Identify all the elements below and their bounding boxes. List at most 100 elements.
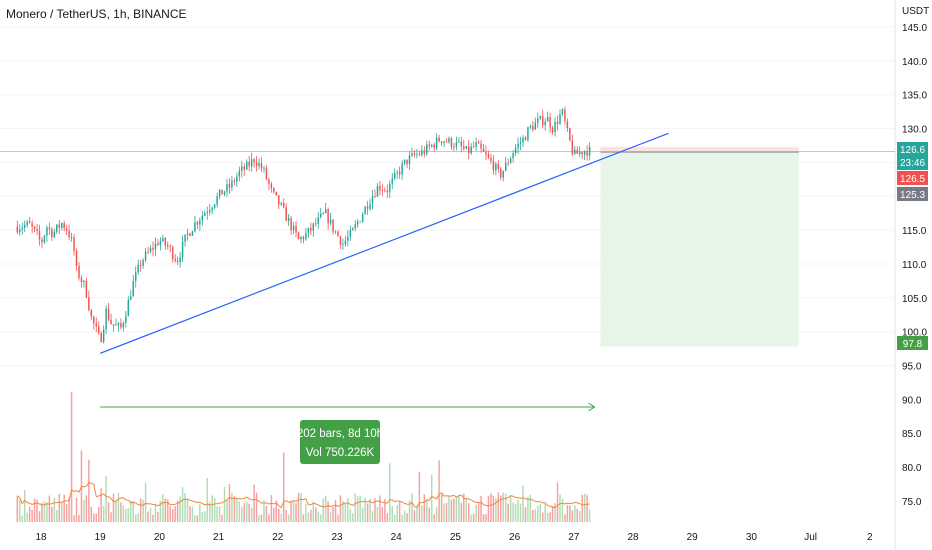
candle-body (352, 228, 354, 231)
candle-body (100, 332, 102, 343)
last-price-text: 126.6 (900, 145, 925, 156)
candle-body (127, 299, 130, 317)
volume-bar (381, 507, 384, 522)
candle-body (268, 179, 270, 185)
x-tick-label: 27 (568, 532, 580, 543)
candle-body (482, 148, 485, 152)
last-price-badge: 126.6 23:46 (897, 142, 928, 170)
x-tick-label: 21 (213, 532, 225, 543)
volume-bar (374, 498, 376, 522)
candle-body (315, 223, 317, 225)
volume-bar (139, 498, 142, 522)
volume-bar (233, 496, 236, 522)
volume-bar (152, 514, 154, 522)
volume-bar (467, 503, 470, 522)
volume-bar (88, 459, 90, 522)
volume-bar (477, 502, 480, 522)
volume-bar (310, 509, 312, 522)
volume-bar (63, 494, 65, 522)
candle-body (122, 322, 125, 328)
volume-bar (31, 509, 33, 522)
volume-bar (371, 511, 374, 522)
candle-body (83, 280, 85, 282)
candle-body (529, 125, 532, 128)
volume-bar (38, 511, 41, 522)
candle-body (270, 184, 273, 189)
trend-line[interactable] (99, 132, 669, 354)
x-tick-label: Jul (804, 532, 817, 543)
candle-body (421, 150, 423, 155)
volume-bar (376, 506, 379, 522)
volume-bar (423, 494, 426, 522)
volume-bar (179, 496, 181, 522)
drawing-overlay[interactable] (99, 132, 669, 412)
candle-body (500, 168, 502, 178)
candle-body (398, 172, 401, 175)
volume-bar (164, 498, 167, 522)
volume-bar (85, 495, 88, 522)
candle-body (465, 146, 467, 149)
candle-body (509, 158, 512, 164)
candle-body (408, 155, 411, 165)
candle-body (73, 237, 75, 251)
y-tick-label: 100.0 (902, 328, 927, 339)
volume-bar (263, 499, 265, 522)
volume-bar (492, 495, 495, 522)
candle-body (120, 322, 122, 328)
volume-bar (315, 507, 317, 522)
candle-body (58, 224, 60, 228)
candle-body (430, 144, 433, 147)
volume-bar (398, 501, 401, 522)
volume-bar (204, 511, 206, 522)
x-tick-label: 29 (687, 532, 699, 543)
volume-bar (312, 501, 315, 522)
currency-label: USDT (902, 6, 929, 17)
candle-body (438, 137, 440, 142)
volume-bar (19, 499, 21, 522)
candle-body (566, 121, 569, 129)
candle-body (241, 166, 243, 171)
volume-bar (189, 506, 191, 522)
measure-label[interactable]: 202 bars, 8d 10h Vol 750.226K (297, 420, 383, 464)
volume-bar (502, 492, 504, 522)
y-tick-label: 75.0 (902, 497, 922, 508)
candle-body (453, 146, 455, 148)
candle-body (110, 319, 112, 324)
volume-bar (514, 503, 517, 522)
candle-body (393, 173, 396, 179)
volume-bar (83, 499, 85, 522)
volume-bar (495, 498, 497, 522)
candle-body (426, 144, 428, 154)
volume-bar (389, 463, 391, 522)
candle-body (532, 125, 534, 130)
candle-body (171, 247, 174, 259)
candle-body (245, 161, 248, 170)
candlestick-series (16, 106, 591, 344)
candle-body (507, 162, 509, 164)
volume-bar (297, 492, 300, 522)
volume-bar (186, 498, 189, 522)
candle-body (125, 316, 127, 323)
volume-bar (329, 512, 332, 522)
measure-volume-text: Vol 750.226K (306, 447, 375, 459)
volume-bar (406, 513, 408, 522)
countdown-text: 23:46 (900, 158, 925, 169)
candle-body (329, 219, 332, 224)
volume-bar (93, 513, 95, 522)
candle-body (324, 209, 327, 214)
candle-body (541, 116, 544, 126)
x-tick-label: 28 (627, 532, 639, 543)
volume-bar (147, 511, 149, 522)
volume-bar (458, 495, 460, 522)
volume-bar (127, 508, 130, 522)
volume-bar (278, 508, 280, 522)
candle-body (384, 190, 386, 192)
volume-bar (196, 515, 199, 522)
volume-bar (142, 499, 144, 522)
volume-bar (539, 503, 541, 522)
volume-bar (68, 497, 70, 522)
volume-bar (509, 495, 512, 522)
candle-body (455, 141, 458, 148)
volume-bar (403, 510, 406, 522)
